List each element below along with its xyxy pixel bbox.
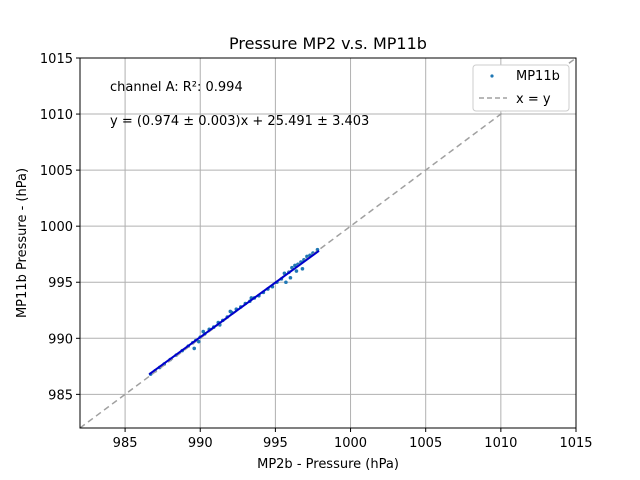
- scatter-point: [293, 263, 297, 268]
- y-tick-label: 985: [48, 388, 73, 403]
- x-tick-label: 995: [263, 436, 288, 451]
- x-tick-label: 1000: [334, 436, 367, 451]
- annotation-fit-equation: y = (0.974 ± 0.003)x + 25.491 ± 3.403: [110, 114, 369, 129]
- plot-series: [80, 58, 576, 428]
- x-tick-label: 1015: [559, 436, 592, 451]
- y-tick-label: 1015: [40, 52, 73, 67]
- legend-label-scatter: MP11b: [516, 69, 560, 84]
- identity-line: [80, 58, 576, 428]
- legend-marker-scatter: [490, 74, 494, 78]
- axes-frame: [79, 57, 577, 429]
- legend-label-identity-line: x = y: [516, 92, 551, 107]
- legend-box: [472, 64, 570, 112]
- x-tick-label: 1005: [409, 436, 442, 451]
- scatter-point: [288, 275, 293, 280]
- scatter-point: [196, 339, 201, 344]
- scatter-point: [192, 346, 197, 351]
- fit-line: [148, 250, 320, 376]
- y-tick-label: 1010: [40, 108, 73, 123]
- x-axis-label: MP2b - Pressure (hPa): [257, 457, 399, 472]
- scatter-point: [284, 280, 288, 285]
- x-tick-label: 990: [188, 436, 213, 451]
- y-tick-label: 990: [48, 332, 73, 347]
- scatter-point: [228, 309, 233, 314]
- y-tick-label: 995: [48, 276, 73, 291]
- x-tick-label: 1010: [484, 436, 517, 451]
- scatter-point: [294, 269, 299, 273]
- x-tick-label: 985: [113, 436, 138, 451]
- annotation-r-squared: channel A: R²: 0.994: [110, 80, 243, 95]
- scatter-point: [201, 329, 206, 334]
- y-axis-label: MP11b Pressure - (hPa): [15, 168, 30, 318]
- scatter-point: [300, 266, 305, 271]
- legend: MP11b x = y: [472, 64, 570, 112]
- ticks: 985 990 995 1000 1005 1010 1015 985 990 995 1000 10…: [40, 52, 593, 451]
- plot-area: [80, 58, 576, 428]
- y-tick-label: 1000: [40, 220, 73, 235]
- y-tick-label: 1005: [40, 164, 73, 179]
- chart-title: Pressure MP2 v.s. MP11b: [229, 34, 427, 53]
